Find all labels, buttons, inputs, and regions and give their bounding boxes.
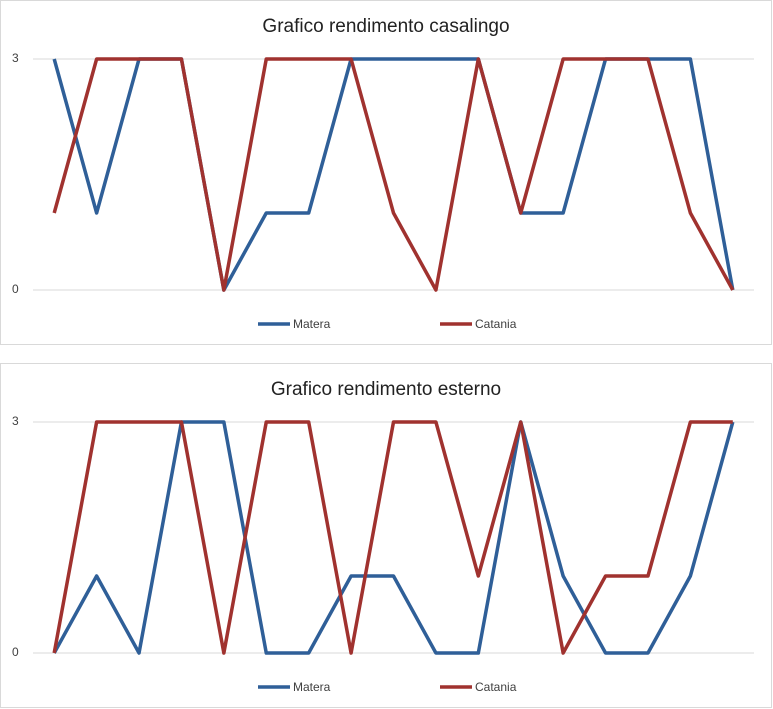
series-line <box>52 57 735 292</box>
series-line <box>52 420 733 655</box>
legend-label: Catania <box>475 680 517 694</box>
chart: Grafico rendimento esterno 0 3 Matera Catani… <box>0 363 772 708</box>
chart: Grafico rendimento casalingo 0 3 Matera Cata… <box>0 0 772 345</box>
y-tick-label: 3 <box>12 51 19 65</box>
y-tick-label: 3 <box>12 414 19 428</box>
series-line <box>52 420 735 655</box>
chart-frame <box>0 363 772 708</box>
legend-label: Matera <box>293 680 331 694</box>
legend-label: Catania <box>475 317 517 331</box>
y-tick-label: 0 <box>12 282 19 296</box>
chart-frame <box>0 0 772 345</box>
chart-title: Grafico rendimento casalingo <box>262 16 509 37</box>
chart-title: Grafico rendimento esterno <box>271 379 501 400</box>
y-tick-label: 0 <box>12 645 19 659</box>
legend-label: Matera <box>293 317 331 331</box>
